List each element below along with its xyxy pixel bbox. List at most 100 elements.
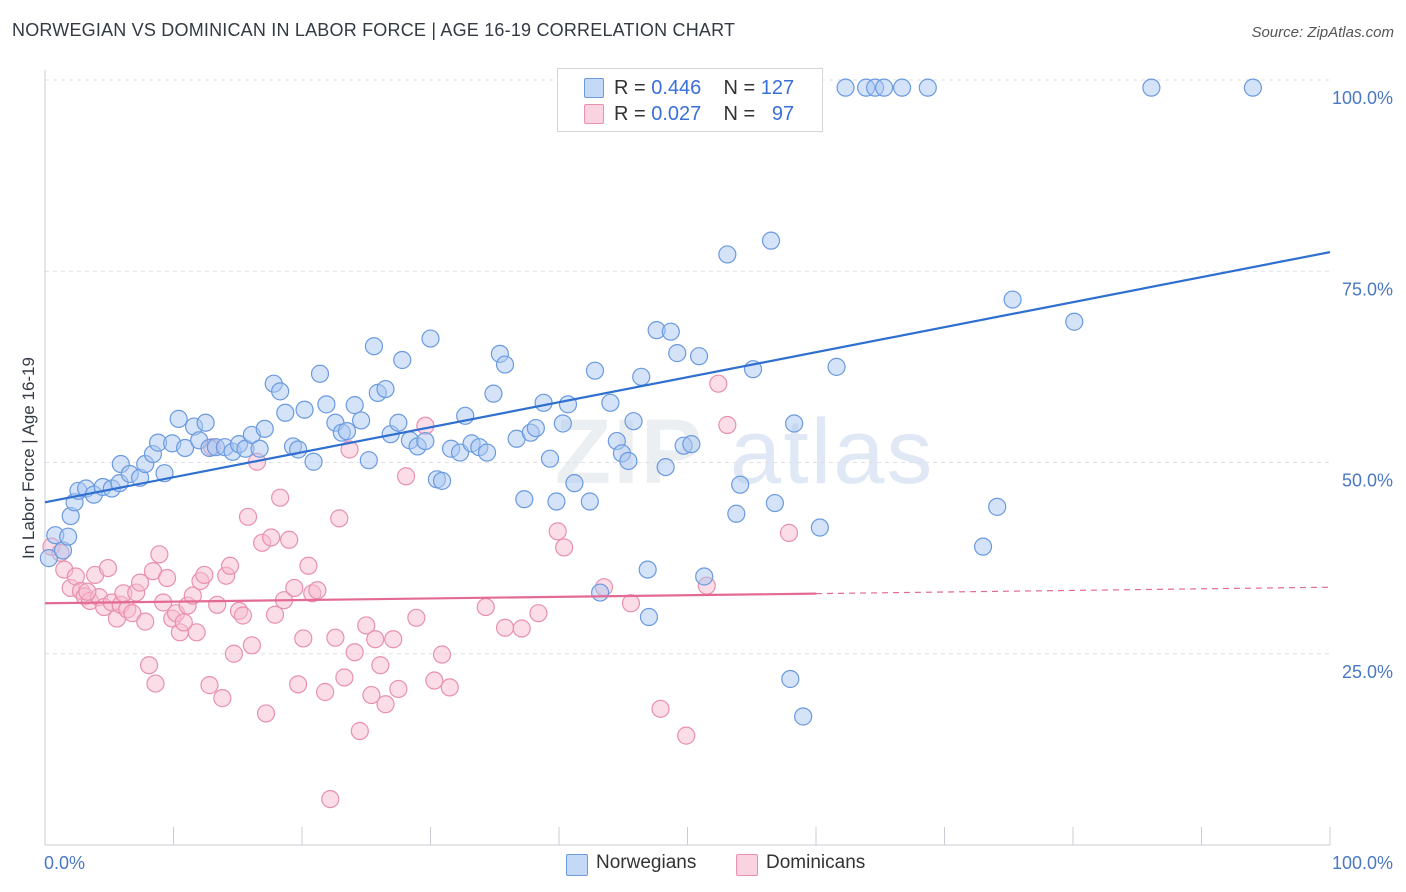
norwegian-point: [988, 497, 1007, 516]
dominican-point: [432, 645, 452, 664]
norwegian-point: [553, 414, 572, 433]
dominican-point: [299, 556, 318, 575]
dominicans-trend-line: [44, 592, 817, 605]
chart-title: NORWEGIAN VS DOMINICAN IN LABOR FORCE | …: [12, 20, 736, 40]
dominican-point: [316, 682, 335, 702]
dominican-point: [294, 629, 313, 648]
norwegian-point: [827, 357, 846, 376]
norwegian-point: [364, 337, 384, 356]
dominican-point: [136, 612, 155, 631]
norwegians-points: [39, 78, 1263, 726]
norwegian-point: [689, 347, 709, 366]
legend-r-value: 0.027: [651, 103, 702, 125]
dominican-point: [621, 594, 641, 613]
norwegian-point: [352, 411, 371, 430]
norwegian-point: [515, 490, 534, 509]
x-tick-label: 0.0%: [44, 853, 85, 873]
norwegian-point: [619, 451, 638, 471]
legend-r-label: R =: [614, 103, 646, 125]
norwegian-point: [727, 504, 746, 523]
dominican-point: [371, 656, 390, 675]
norwegian-point: [585, 361, 605, 380]
dominicans-trend-line-extension: [815, 586, 1331, 595]
norwegian-point: [1065, 312, 1084, 331]
dominican-point: [345, 643, 364, 662]
norwegian-point: [565, 474, 584, 493]
dominican-point: [376, 695, 395, 714]
dominican-point: [330, 509, 349, 528]
dominican-point: [340, 440, 359, 459]
norwegian-point: [389, 413, 408, 432]
y-tick-label: 50.0%: [1342, 471, 1393, 491]
dominicans-label: Dominicans: [766, 852, 866, 873]
dominican-point: [529, 604, 548, 623]
dominican-point: [366, 630, 385, 649]
norwegian-point: [359, 451, 378, 470]
dominican-point: [512, 619, 531, 638]
dominican-point: [262, 528, 281, 547]
norwegian-point: [892, 78, 912, 97]
dominican-point: [242, 636, 261, 655]
norwegians-swatch: [566, 854, 588, 876]
norwegian-point: [785, 414, 804, 433]
dominican-point: [78, 582, 97, 601]
dominican-point: [220, 556, 240, 575]
x-tick-label: 100.0%: [1332, 853, 1393, 873]
trend-lines: [44, 251, 1331, 605]
source-label: Source: ZipAtlas.com: [1251, 24, 1394, 41]
norwegian-point: [601, 393, 620, 412]
norwegian-point: [534, 393, 553, 412]
norwegian-point: [337, 422, 357, 441]
dominican-point: [321, 789, 340, 809]
norwegian-point: [39, 549, 58, 568]
norwegian-point: [668, 344, 687, 363]
norwegian-point: [271, 382, 290, 401]
dominican-point: [350, 721, 369, 741]
norwegian-point: [477, 443, 497, 462]
norwegian-point: [175, 438, 195, 458]
norwegian-point: [794, 707, 813, 726]
norwegian-point: [718, 245, 737, 264]
dominican-point: [183, 586, 202, 605]
axis-labels: 25.0% 50.0% 75.0% 100.0% 0.0% 100.0% In Labor …: [19, 88, 1393, 873]
norwegian-point: [169, 409, 188, 428]
dominican-point: [123, 604, 142, 623]
norwegian-point: [295, 400, 314, 419]
norwegian-point: [547, 492, 566, 511]
norwegian-point: [196, 413, 215, 432]
norwegian-point: [973, 537, 993, 556]
dominican-point: [139, 656, 159, 675]
norwegian-point: [918, 78, 937, 97]
norwegian-point: [765, 493, 784, 513]
dominicans-points: [42, 374, 799, 809]
dominican-point: [187, 623, 206, 642]
norwegian-point: [276, 403, 295, 422]
norwegian-point: [875, 78, 894, 97]
axes: [44, 70, 1331, 846]
legend-n-label: N =: [723, 77, 756, 99]
dominican-point: [98, 558, 118, 578]
norwegian-point: [682, 435, 701, 454]
norwegian-point: [376, 379, 395, 399]
dominican-point: [271, 488, 290, 507]
dominican-point: [396, 467, 416, 486]
norwegian-point: [432, 471, 452, 490]
dominican-point: [256, 704, 276, 723]
legend-swatch-blue: [584, 78, 604, 98]
norwegian-point: [836, 78, 855, 97]
dominican-point: [195, 565, 214, 585]
legend-swatch-pink: [584, 104, 604, 124]
series-legend: Norwegians Dominicans: [0, 852, 1406, 878]
norwegian-point: [416, 431, 435, 451]
dominican-point: [335, 668, 354, 687]
dominican-point: [130, 573, 150, 592]
norwegian-point: [540, 449, 560, 468]
norwegian-point: [591, 583, 610, 602]
norwegian-point: [317, 395, 336, 414]
dominican-point: [265, 605, 285, 624]
dominican-point: [308, 581, 327, 600]
dominican-point: [174, 613, 193, 632]
dominican-point: [285, 578, 304, 598]
norwegian-point: [310, 364, 330, 383]
